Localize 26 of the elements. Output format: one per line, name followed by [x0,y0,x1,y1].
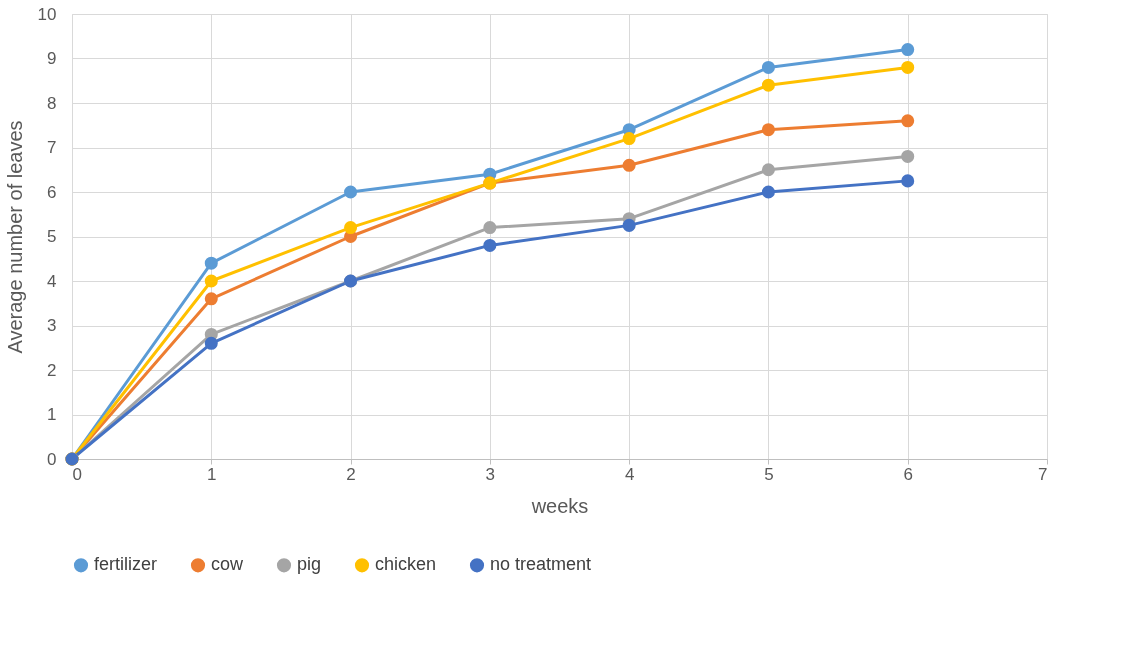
x-tick-label: 2 [346,464,356,484]
x-tick-label: 1 [207,464,217,484]
y-tick-label: 7 [47,138,57,157]
y-tick-label: 1 [47,405,57,424]
y-tick-label: 9 [47,49,57,68]
y-tick-label: 3 [47,316,57,335]
x-axis-title: weeks [530,494,589,517]
legend-label: cow [211,554,245,575]
x-tick-label: 6 [903,464,913,484]
x-tick-label: 4 [624,464,635,484]
legend-label: no treatment [490,554,592,575]
y-axis-title: Average number of leaves [3,120,26,354]
y-tick-label: 4 [47,271,57,291]
x-tick-label: 5 [764,464,774,484]
x-tick-label: 0 [72,464,82,484]
y-tick-label: 2 [47,360,57,380]
y-tick-label: 6 [47,182,57,202]
legend-label: pig [297,554,322,575]
y-tick-label: 0 [47,449,57,469]
y-tick-label: 5 [47,227,57,246]
x-tick-label: 7 [1038,464,1048,484]
y-tick-label: 10 [37,4,57,24]
legend-label: chicken [375,554,437,575]
x-tick-label: 3 [485,464,496,484]
legend-label: fertilizer [94,554,158,575]
y-tick-label: 8 [47,93,57,113]
